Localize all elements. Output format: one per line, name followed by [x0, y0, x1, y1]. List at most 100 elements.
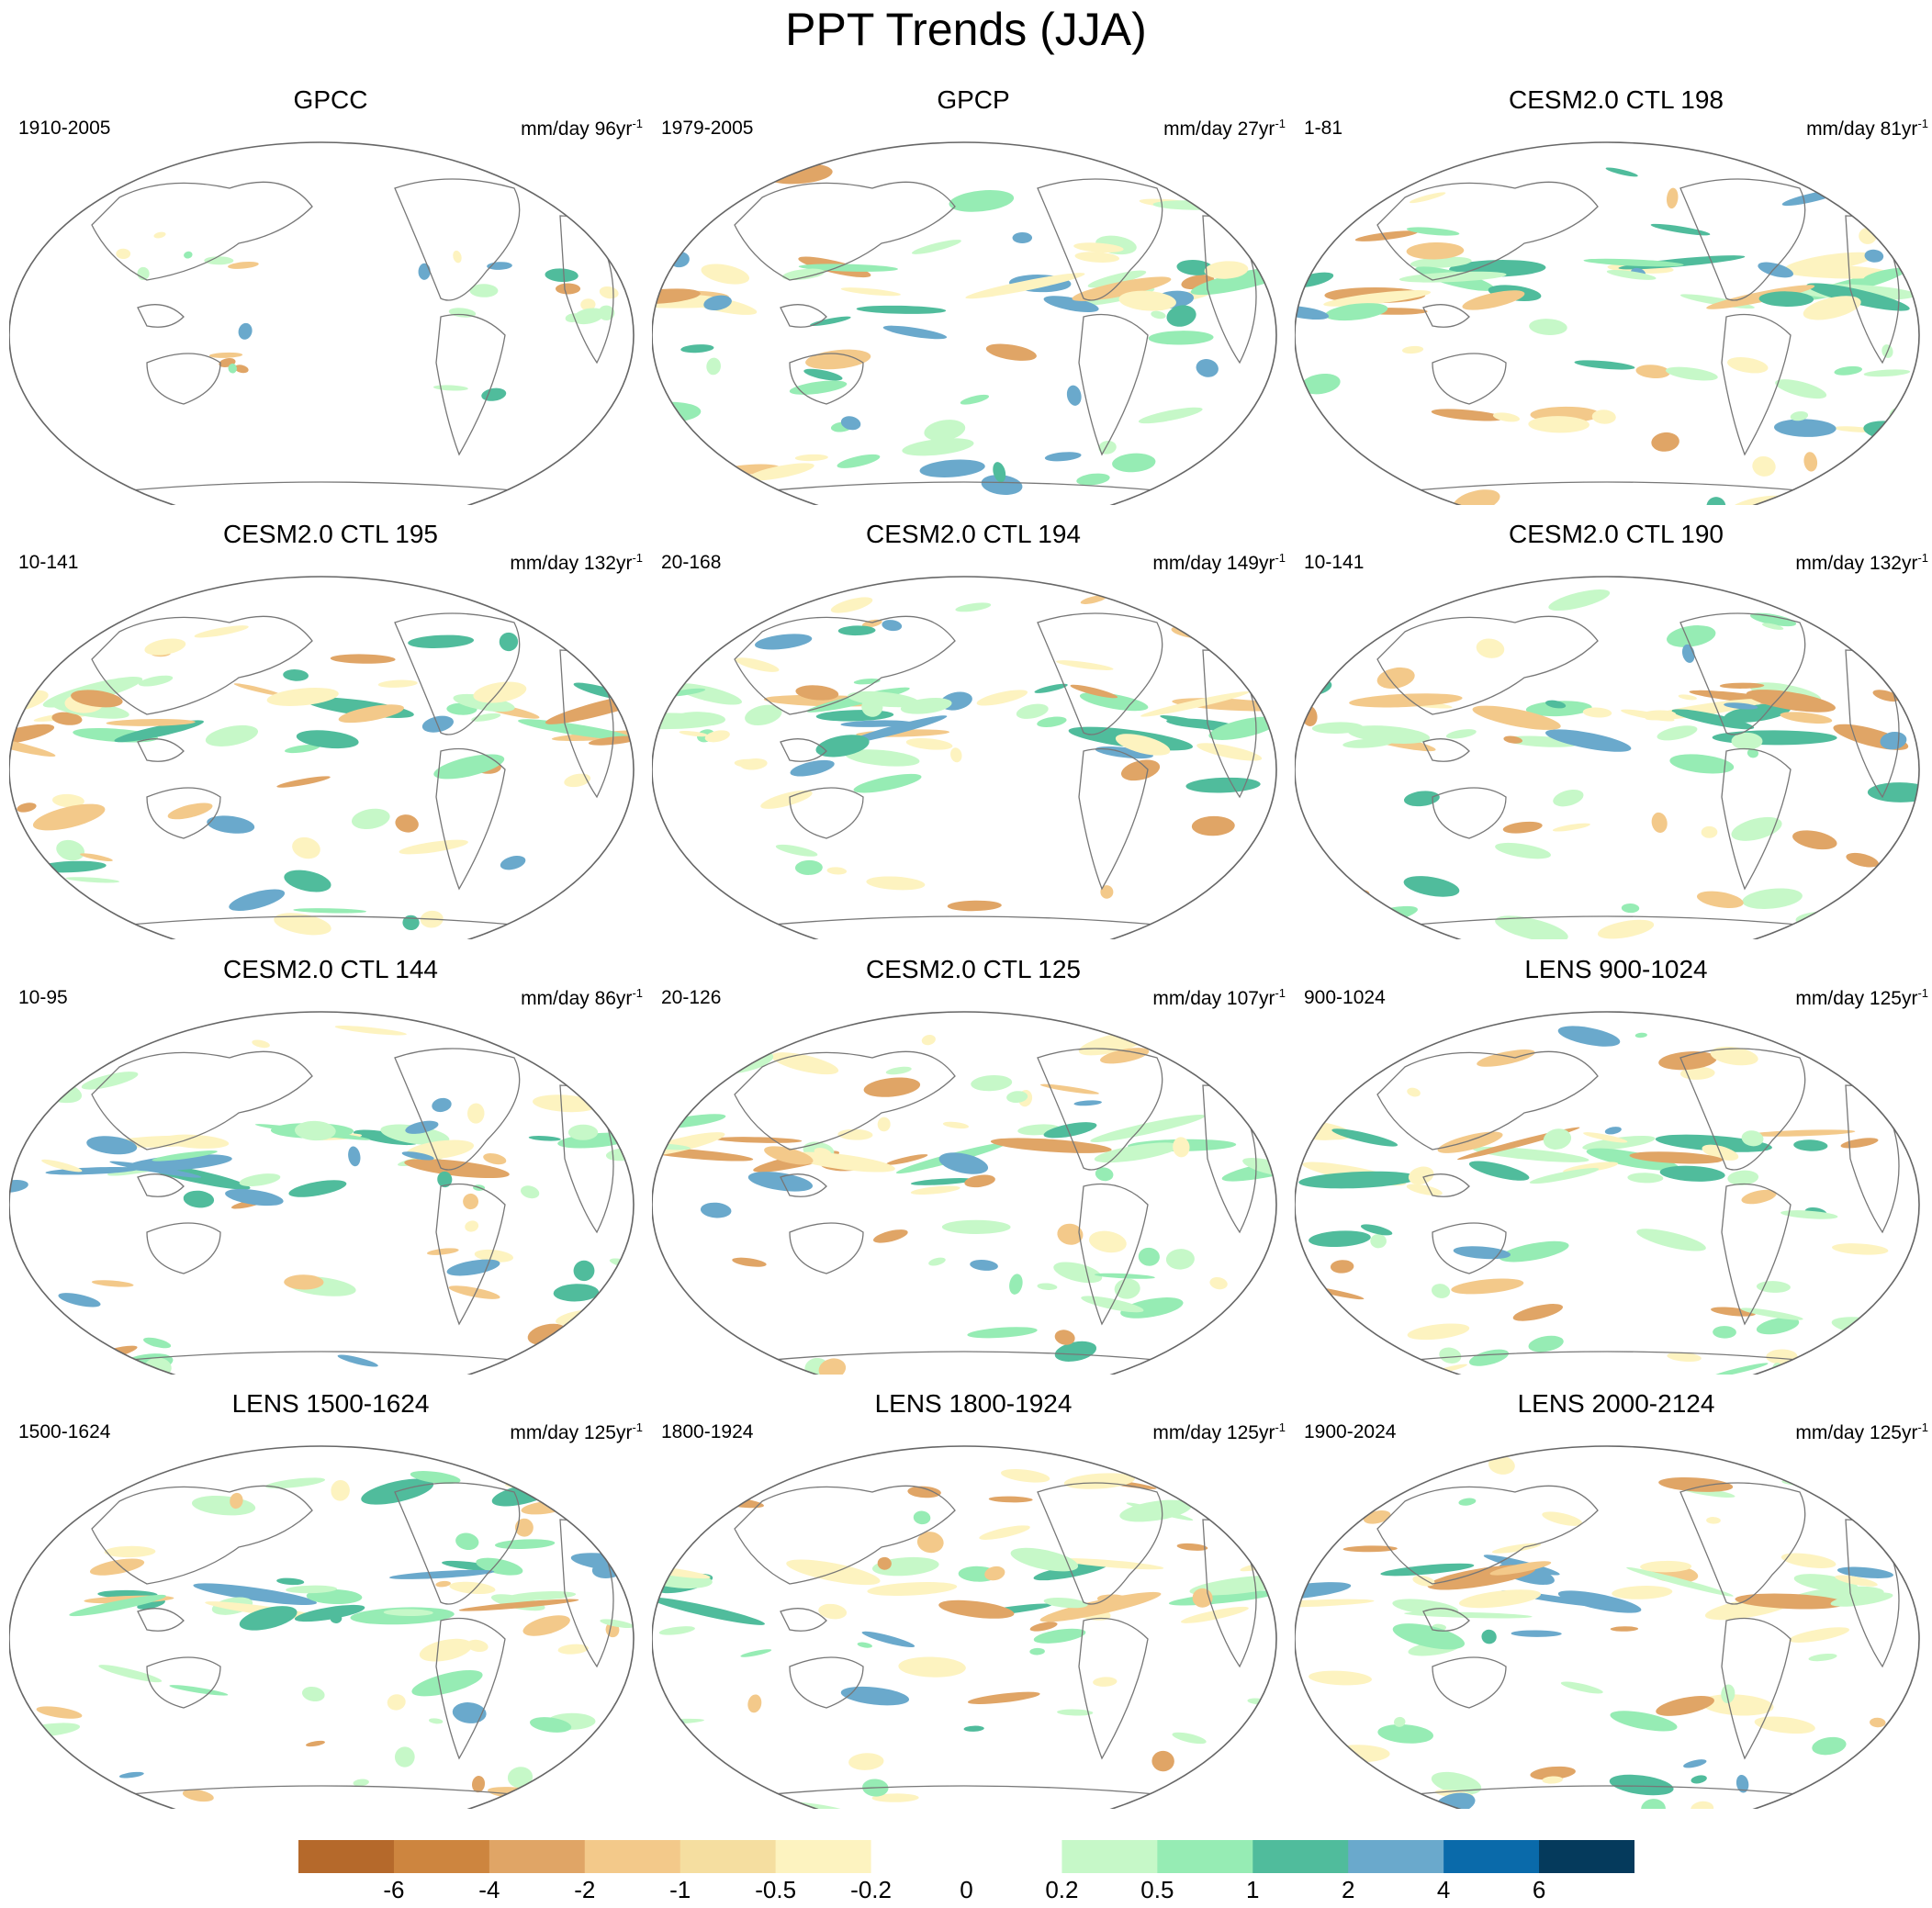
map-panel: LENS 2000-2124 1900-2024 mm/day 125yr-1 [1295, 1389, 1932, 1809]
map-frame [652, 141, 1277, 505]
panel-period: 10-141 [1304, 552, 1365, 573]
panel-title: CESM2.0 CTL 198 [1509, 85, 1724, 114]
robinson-map [1295, 1445, 1920, 1809]
robinson-map [1295, 141, 1920, 505]
panel-units: mm/day 107yr-1 [1152, 986, 1286, 1009]
panel-title: CESM2.0 CTL 190 [1509, 520, 1724, 548]
panel-period: 1500-1624 [18, 1421, 111, 1442]
panel-title: LENS 1500-1624 [231, 1389, 430, 1418]
map-frame [1295, 141, 1920, 505]
colorbar-swatch [966, 1840, 1062, 1873]
map-panel: CESM2.0 CTL 195 10-141 mm/day 132yr-1 [9, 520, 652, 939]
colorbar-swatch [298, 1840, 395, 1873]
colorbar-tick-label: 2 [1341, 1876, 1355, 1903]
panel-period: 1-81 [1304, 118, 1343, 139]
trend-field [652, 160, 1276, 496]
robinson-map [652, 1011, 1277, 1375]
map-frame [652, 1445, 1277, 1809]
coastlines [734, 1048, 1257, 1362]
map-frame [9, 576, 635, 939]
map-panel: GPCP 1979-2005 mm/day 27yr-1 [652, 85, 1295, 505]
map-panel: CESM2.0 CTL 190 10-141 mm/day 132yr-1 [1295, 520, 1932, 939]
colorbar-tick-label: -4 [478, 1876, 500, 1903]
coastlines [734, 178, 1257, 492]
panel-units: mm/day 125yr-1 [1152, 1420, 1286, 1443]
trend-field [652, 594, 1276, 939]
map-panel: CESM2.0 CTL 198 1-81 mm/day 81yr-1 [1295, 85, 1932, 505]
map-panel: CESM2.0 CTL 144 10-95 mm/day 86yr-1 [9, 955, 652, 1375]
robinson-map [1295, 576, 1920, 939]
map-frame [1295, 1445, 1920, 1809]
panel-units: mm/day 125yr-1 [1795, 986, 1928, 1009]
robinson-map [9, 1445, 635, 1809]
colorbar-tick-label: 1 [1246, 1876, 1260, 1903]
coastlines [91, 178, 614, 492]
map-panel: LENS 1800-1924 1800-1924 mm/day 125yr-1 [652, 1389, 1295, 1809]
trend-field [91, 178, 619, 492]
robinson-map [1295, 1011, 1920, 1375]
panel-title: LENS 2000-2124 [1517, 1389, 1715, 1418]
panel-period: 20-168 [661, 552, 722, 573]
colorbar-tick-label: 4 [1436, 1876, 1451, 1903]
colorbar-swatch [1061, 1840, 1158, 1873]
map-frame [9, 141, 635, 505]
panel-title: CESM2.0 CTL 125 [866, 955, 1081, 983]
colorbar-swatch [1348, 1840, 1444, 1873]
coastlines [734, 612, 1257, 926]
panel-title: GPCP [937, 85, 1010, 114]
panel-title: CESM2.0 CTL 195 [223, 520, 438, 548]
panel-period: 10-141 [18, 552, 79, 573]
map-panel: LENS 1500-1624 1500-1624 mm/day 125yr-1 [9, 1389, 652, 1809]
panel-units: mm/day 125yr-1 [1795, 1420, 1928, 1443]
colorbar-swatch [775, 1840, 872, 1873]
colorbar-swatch [393, 1840, 490, 1873]
trend-field [1295, 1026, 1908, 1375]
panel-title: GPCC [293, 85, 368, 114]
map-frame [652, 1011, 1277, 1375]
colorbar-swatch [871, 1840, 967, 1873]
robinson-map [9, 141, 635, 505]
map-frame [1295, 576, 1920, 939]
colorbar [298, 1840, 1634, 1873]
colorbar-tick-label: -2 [574, 1876, 596, 1903]
panel-title: LENS 900-1024 [1524, 955, 1708, 983]
panel-title: CESM2.0 CTL 144 [223, 955, 438, 983]
robinson-map [9, 576, 635, 939]
figure-title: PPT Trends (JJA) [785, 4, 1147, 55]
colorbar-tick-label: 0.2 [1045, 1876, 1079, 1903]
colorbar-tick-label: -0.5 [755, 1876, 797, 1903]
colorbar-tick-label: 0 [960, 1876, 973, 1903]
map-panel: CESM2.0 CTL 194 20-168 mm/day 149yr-1 [652, 520, 1295, 939]
map-panel: GPCC 1910-2005 mm/day 96yr-1 [9, 85, 652, 505]
colorbar-tick-label: 6 [1532, 1876, 1546, 1903]
trend-field [1295, 1455, 1908, 1809]
panel-period: 1900-2024 [1304, 1421, 1397, 1442]
panel-title: LENS 1800-1924 [874, 1389, 1073, 1418]
colorbar-tick-label: 0.5 [1140, 1876, 1174, 1903]
colorbar-tick-label: -6 [383, 1876, 405, 1903]
panel-period: 20-126 [661, 987, 722, 1008]
coastlines [91, 1048, 614, 1362]
colorbar-swatch [584, 1840, 681, 1873]
trend-field [9, 1471, 634, 1809]
panel-units: mm/day 81yr-1 [1806, 117, 1928, 140]
map-frame [652, 576, 1277, 939]
panel-period: 10-95 [18, 987, 68, 1008]
robinson-map [652, 576, 1277, 939]
panel-title: CESM2.0 CTL 194 [866, 520, 1081, 548]
colorbar-swatch [680, 1840, 777, 1873]
trend-field [652, 1030, 1276, 1375]
map-frame [9, 1445, 635, 1809]
panel-period: 1800-1924 [661, 1421, 754, 1442]
coastlines [1376, 178, 1900, 492]
colorbar-swatch [1539, 1840, 1634, 1873]
map-panel: CESM2.0 CTL 125 20-126 mm/day 107yr-1 [652, 955, 1295, 1375]
panel-units: mm/day 27yr-1 [1163, 117, 1286, 140]
map-panel: LENS 900-1024 900-1024 mm/day 125yr-1 [1295, 955, 1932, 1375]
colorbar-swatch [1157, 1840, 1253, 1873]
trend-field [652, 1468, 1276, 1809]
panel-units: mm/day 86yr-1 [521, 986, 643, 1009]
panel-period: 900-1024 [1304, 987, 1386, 1008]
colorbar-swatch [1443, 1840, 1540, 1873]
colorbar-swatch [489, 1840, 586, 1873]
